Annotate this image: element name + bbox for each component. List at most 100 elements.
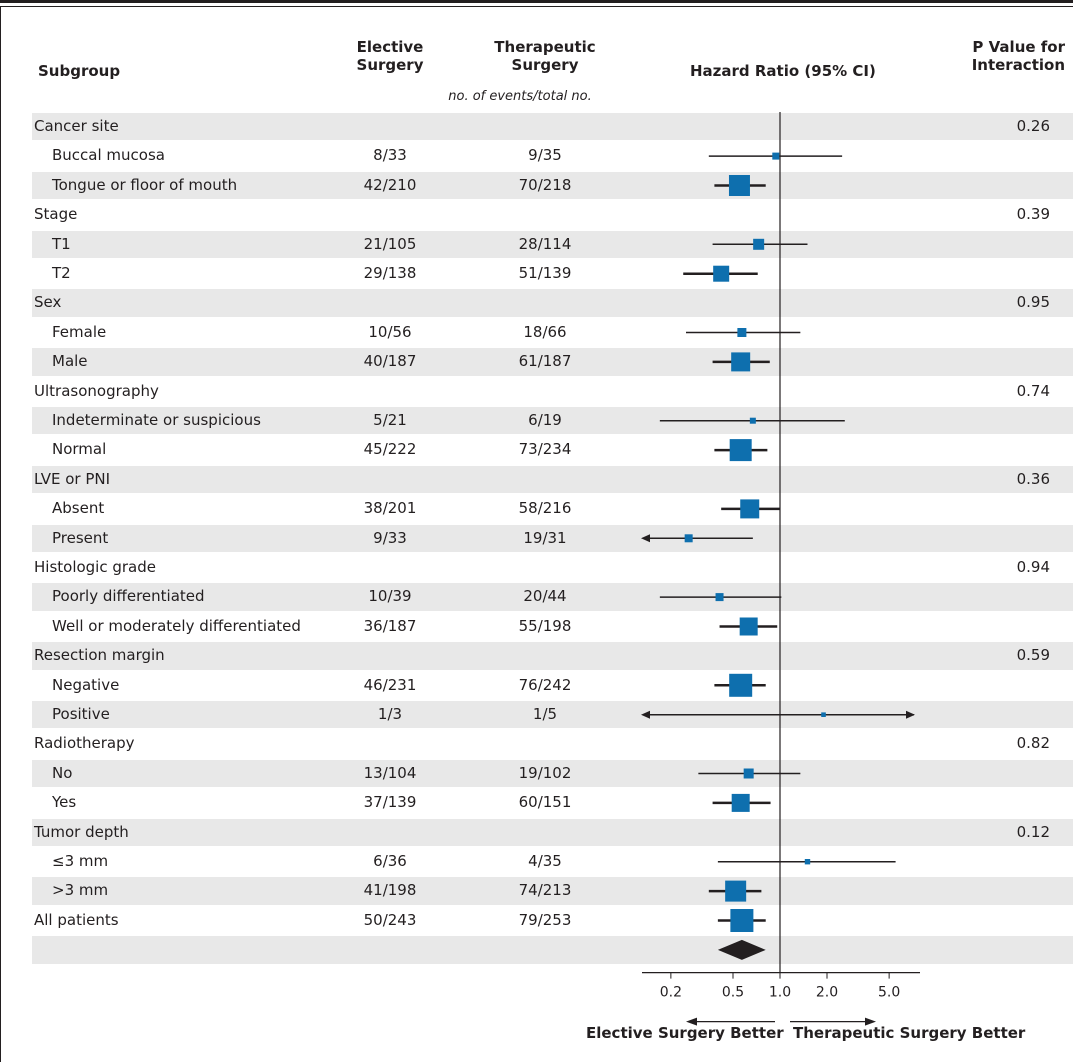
subgroup-label: Well or moderately differentiated — [52, 616, 301, 635]
elective-count: 1/3 — [377, 705, 403, 723]
right-label: Therapeutic Surgery Better — [793, 1024, 1026, 1042]
therapeutic-count: 60/151 — [518, 793, 572, 812]
therapeutic-count: 19/31 — [523, 528, 567, 547]
subgroup-label: Poorly differentiated — [52, 587, 205, 606]
subgroup-label: Tongue or floor of mouth — [52, 175, 238, 194]
elective-count: 8/33 — [373, 146, 407, 165]
elective-count: 13/104 — [363, 763, 417, 782]
row-stripe — [32, 642, 1073, 670]
elective-count: 21/105 — [363, 234, 417, 253]
subgroup-heading: Ultrasonography — [34, 381, 159, 400]
interaction-pvalue: 0.12 — [1016, 822, 1050, 841]
hazard-ratio-marker — [743, 768, 754, 779]
subgroup-label: Indeterminate or suspicious — [52, 411, 261, 429]
row-stripe — [32, 407, 1073, 435]
therapeutic-count: 79/253 — [518, 910, 572, 929]
subgroup-label: Negative — [52, 675, 120, 694]
therapeutic-count: 76/242 — [518, 675, 572, 694]
subgroup-label: T1 — [52, 234, 71, 253]
x-tick-label: 1.0 — [769, 985, 791, 1001]
therapeutic-count: 28/114 — [518, 234, 572, 253]
hazard-ratio-marker — [731, 793, 750, 812]
row-stripe — [32, 759, 1073, 788]
interaction-pvalue: 0.74 — [1016, 381, 1050, 400]
elective-count: 38/201 — [363, 499, 417, 518]
summary-diamond — [717, 939, 766, 960]
subgroup-heading: Cancer site — [34, 117, 119, 135]
interaction-pvalue: 0.94 — [1016, 558, 1050, 576]
row-stripe — [32, 877, 1073, 905]
row-stripe — [32, 818, 1073, 846]
header-pvalue: P Value for Interaction — [960, 38, 1065, 74]
therapeutic-count: 58/216 — [518, 499, 572, 518]
subgroup-heading: LVE or PNI — [34, 469, 111, 488]
hazard-ratio-marker — [804, 859, 811, 865]
top-rule-thin — [0, 6, 1073, 7]
subgroup-heading: Resection margin — [34, 646, 165, 665]
x-tick-label: 0.2 — [660, 985, 682, 1001]
header-therapeutic-line1: Therapeutic — [494, 38, 596, 56]
row-stripe — [32, 524, 1073, 552]
therapeutic-count: 9/35 — [528, 146, 562, 165]
elective-count: 45/222 — [363, 440, 417, 459]
subgroup-heading: Stage — [34, 205, 78, 224]
therapeutic-count: 73/234 — [518, 440, 572, 459]
interaction-pvalue: 0.39 — [1016, 205, 1050, 224]
elective-count: 41/198 — [363, 881, 417, 900]
hazard-ratio-marker — [730, 909, 754, 932]
ci-arrow-left — [641, 534, 650, 543]
subgroup-label: Normal — [52, 440, 107, 459]
elective-count: 9/33 — [373, 528, 407, 547]
left-direction-arrow — [686, 1017, 697, 1026]
x-tick-label: 2.0 — [816, 985, 838, 1001]
hazard-ratio-marker — [713, 265, 730, 282]
subgroup-label: ≤3 mm — [52, 852, 109, 870]
elective-count: 42/210 — [363, 175, 417, 194]
header-units: no. of events/total no. — [448, 89, 592, 104]
hazard-ratio-marker — [737, 328, 747, 337]
subgroup-label: All patients — [34, 910, 119, 929]
subgroup-heading: Sex — [34, 293, 62, 312]
hazard-ratio-marker — [731, 352, 751, 372]
subgroup-label: Buccal mucosa — [52, 146, 165, 165]
header-pvalue-line1: P Value for — [972, 38, 1065, 56]
hazard-ratio-marker — [749, 417, 756, 424]
row-stripe — [32, 113, 1073, 141]
hazard-ratio-marker — [725, 880, 747, 902]
ci-arrow-left — [641, 710, 650, 719]
elective-count: 37/139 — [363, 793, 417, 812]
row-stripe — [32, 348, 1073, 376]
hazard-ratio-marker — [772, 152, 780, 160]
therapeutic-count: 61/187 — [518, 352, 572, 371]
therapeutic-count: 18/66 — [523, 322, 567, 341]
subgroup-label: >3 mm — [52, 881, 109, 900]
therapeutic-count: 1/5 — [532, 705, 558, 723]
subgroup-label: Yes — [52, 793, 77, 812]
therapeutic-count: 74/213 — [518, 881, 572, 900]
elective-count: 50/243 — [363, 910, 417, 929]
row-stripe — [32, 936, 1073, 964]
hazard-ratio-marker — [715, 593, 724, 602]
top-rule-thick — [0, 0, 1073, 3]
subgroup-label: Absent — [52, 499, 105, 518]
elective-count: 36/187 — [363, 616, 417, 635]
therapeutic-count: 51/139 — [518, 264, 572, 282]
therapeutic-count: 70/218 — [518, 175, 572, 194]
elective-count: 6/36 — [373, 852, 407, 870]
ci-arrow-right — [906, 710, 915, 719]
row-stripe — [32, 583, 1073, 611]
x-tick-label: 5.0 — [878, 985, 900, 1001]
hazard-ratio-marker — [753, 238, 765, 250]
header-subgroup: Subgroup — [38, 62, 121, 80]
therapeutic-count: 4/35 — [528, 852, 562, 870]
hazard-ratio-marker — [729, 439, 752, 462]
row-stripe — [32, 289, 1073, 317]
hazard-ratio-marker — [821, 712, 826, 717]
interaction-pvalue: 0.36 — [1016, 469, 1050, 488]
row-stripe — [32, 230, 1073, 258]
elective-count: 10/56 — [368, 322, 412, 341]
hazard-ratio-marker — [740, 499, 760, 519]
interaction-pvalue: 0.26 — [1016, 117, 1050, 135]
header-therapeutic-line2: Surgery — [511, 56, 579, 74]
therapeutic-count: 6/19 — [528, 411, 562, 429]
